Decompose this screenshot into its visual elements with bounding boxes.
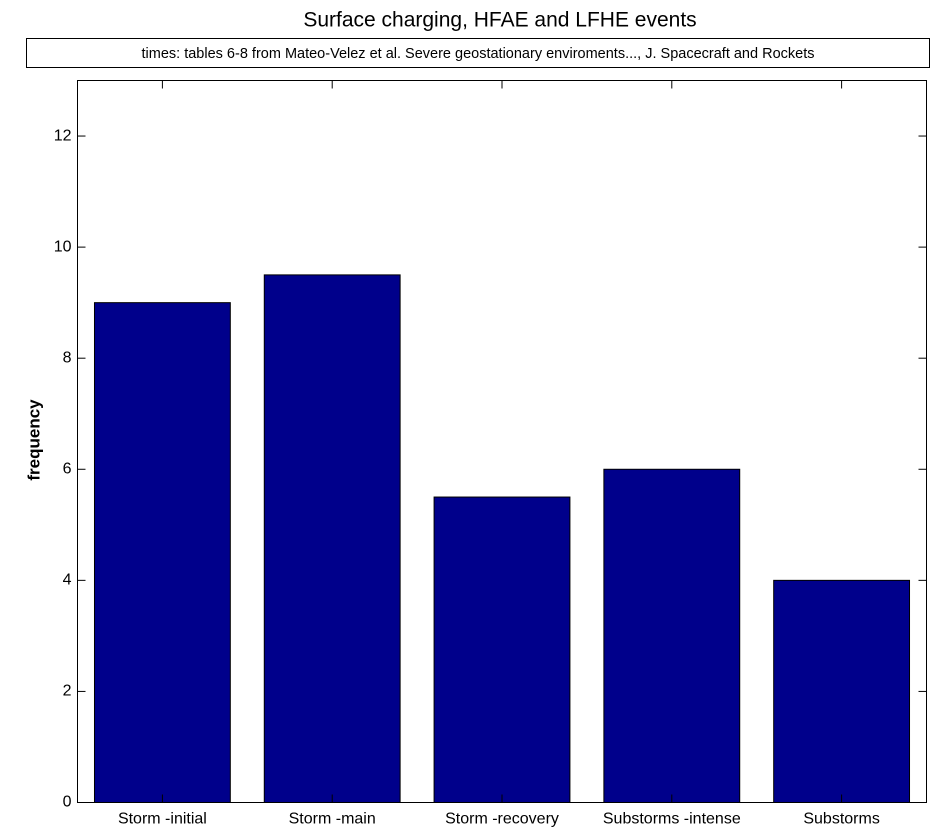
bar: [603, 468, 741, 803]
annotation: times: tables 6-8 from Mateo-Velez et al…: [142, 46, 815, 62]
bar: [433, 496, 571, 803]
annotation-box: [26, 38, 930, 68]
x-tick-label: Storm -main: [289, 811, 376, 828]
axes-box: [77, 80, 927, 803]
x-tick-label: Substorms -intense: [603, 811, 741, 828]
x-tick-label: Storm -recovery: [445, 811, 559, 828]
y-axis-label: frequency: [24, 399, 43, 481]
chart-title: Surface charging, HFAE and LFHE events: [303, 9, 696, 32]
y-tick-label: 10: [54, 238, 72, 255]
bar: [93, 302, 231, 803]
y-tick-label: 0: [63, 794, 72, 811]
bar: [263, 274, 401, 803]
y-tick-label: 12: [54, 127, 72, 144]
y-tick-label: 6: [63, 460, 72, 477]
bar: [773, 579, 911, 803]
x-tick-label: Storm -initial: [118, 811, 207, 828]
y-tick-label: 8: [63, 349, 72, 366]
y-tick-label: 4: [63, 572, 72, 589]
x-tick-label: Substorms: [803, 811, 879, 828]
y-tick-label: 2: [63, 683, 72, 700]
